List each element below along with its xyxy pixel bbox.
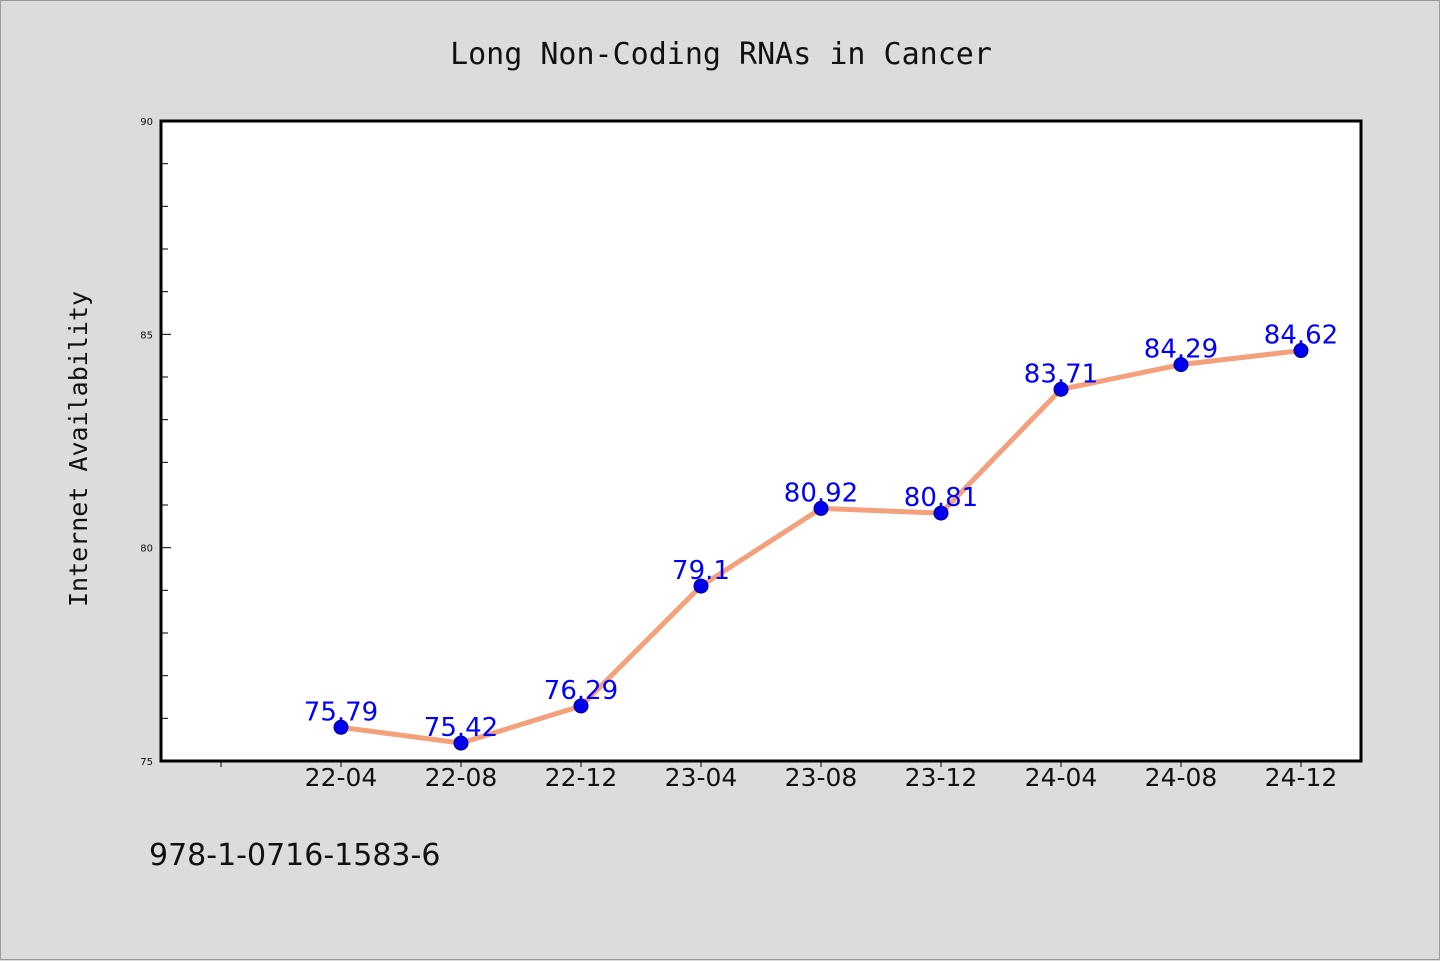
x-tick-label: 24-08	[1145, 763, 1218, 792]
data-point	[453, 735, 469, 751]
x-tick-label: 23-12	[905, 763, 978, 792]
axis-ticks: 75 80 85 90 22-04 22-08 22-12 23-04 23-08 23-12 24…	[140, 117, 1337, 792]
data-label: 80.81	[904, 483, 978, 513]
x-tick-label: 24-12	[1265, 763, 1338, 792]
data-label: 75.42	[424, 713, 498, 743]
data-point	[693, 578, 709, 594]
y-tick-label: 85	[140, 330, 153, 341]
x-tick-label: 23-08	[785, 763, 858, 792]
plot-area	[159, 119, 1363, 763]
y-axis-label: Internet Availability	[64, 291, 93, 607]
data-point	[813, 500, 829, 516]
x-tick-label: 23-04	[665, 763, 738, 792]
data-label: 79.1	[672, 556, 730, 586]
data-point	[1293, 343, 1309, 359]
data-label: 76.29	[544, 676, 618, 706]
x-tick-label: 22-04	[305, 763, 378, 792]
data-point	[573, 698, 589, 714]
data-label: 80.92	[784, 478, 858, 508]
x-tick-label: 22-08	[425, 763, 498, 792]
data-label: 75.79	[304, 697, 378, 727]
y-tick-label: 80	[140, 544, 153, 555]
x-tick-label: 24-04	[1025, 763, 1098, 792]
y-tick-label: 75	[140, 757, 153, 768]
data-label: 84.29	[1144, 335, 1218, 365]
y-tick-label: 90	[140, 117, 153, 128]
data-label: 83.71	[1024, 359, 1098, 389]
x-tick-label: 22-12	[545, 763, 618, 792]
chart-title: Long Non-Coding RNAs in Cancer	[450, 37, 992, 72]
data-point	[1173, 357, 1189, 373]
data-point	[1053, 381, 1069, 397]
series-layer: 75.79 75.42 76.29 79.1 80.92 80.81 83.71 84.29 8…	[304, 321, 1338, 751]
data-label: 84.62	[1264, 321, 1338, 351]
data-point	[333, 719, 349, 735]
data-point	[933, 505, 949, 521]
isbn-footer: 978-1-0716-1583-6	[149, 838, 440, 873]
